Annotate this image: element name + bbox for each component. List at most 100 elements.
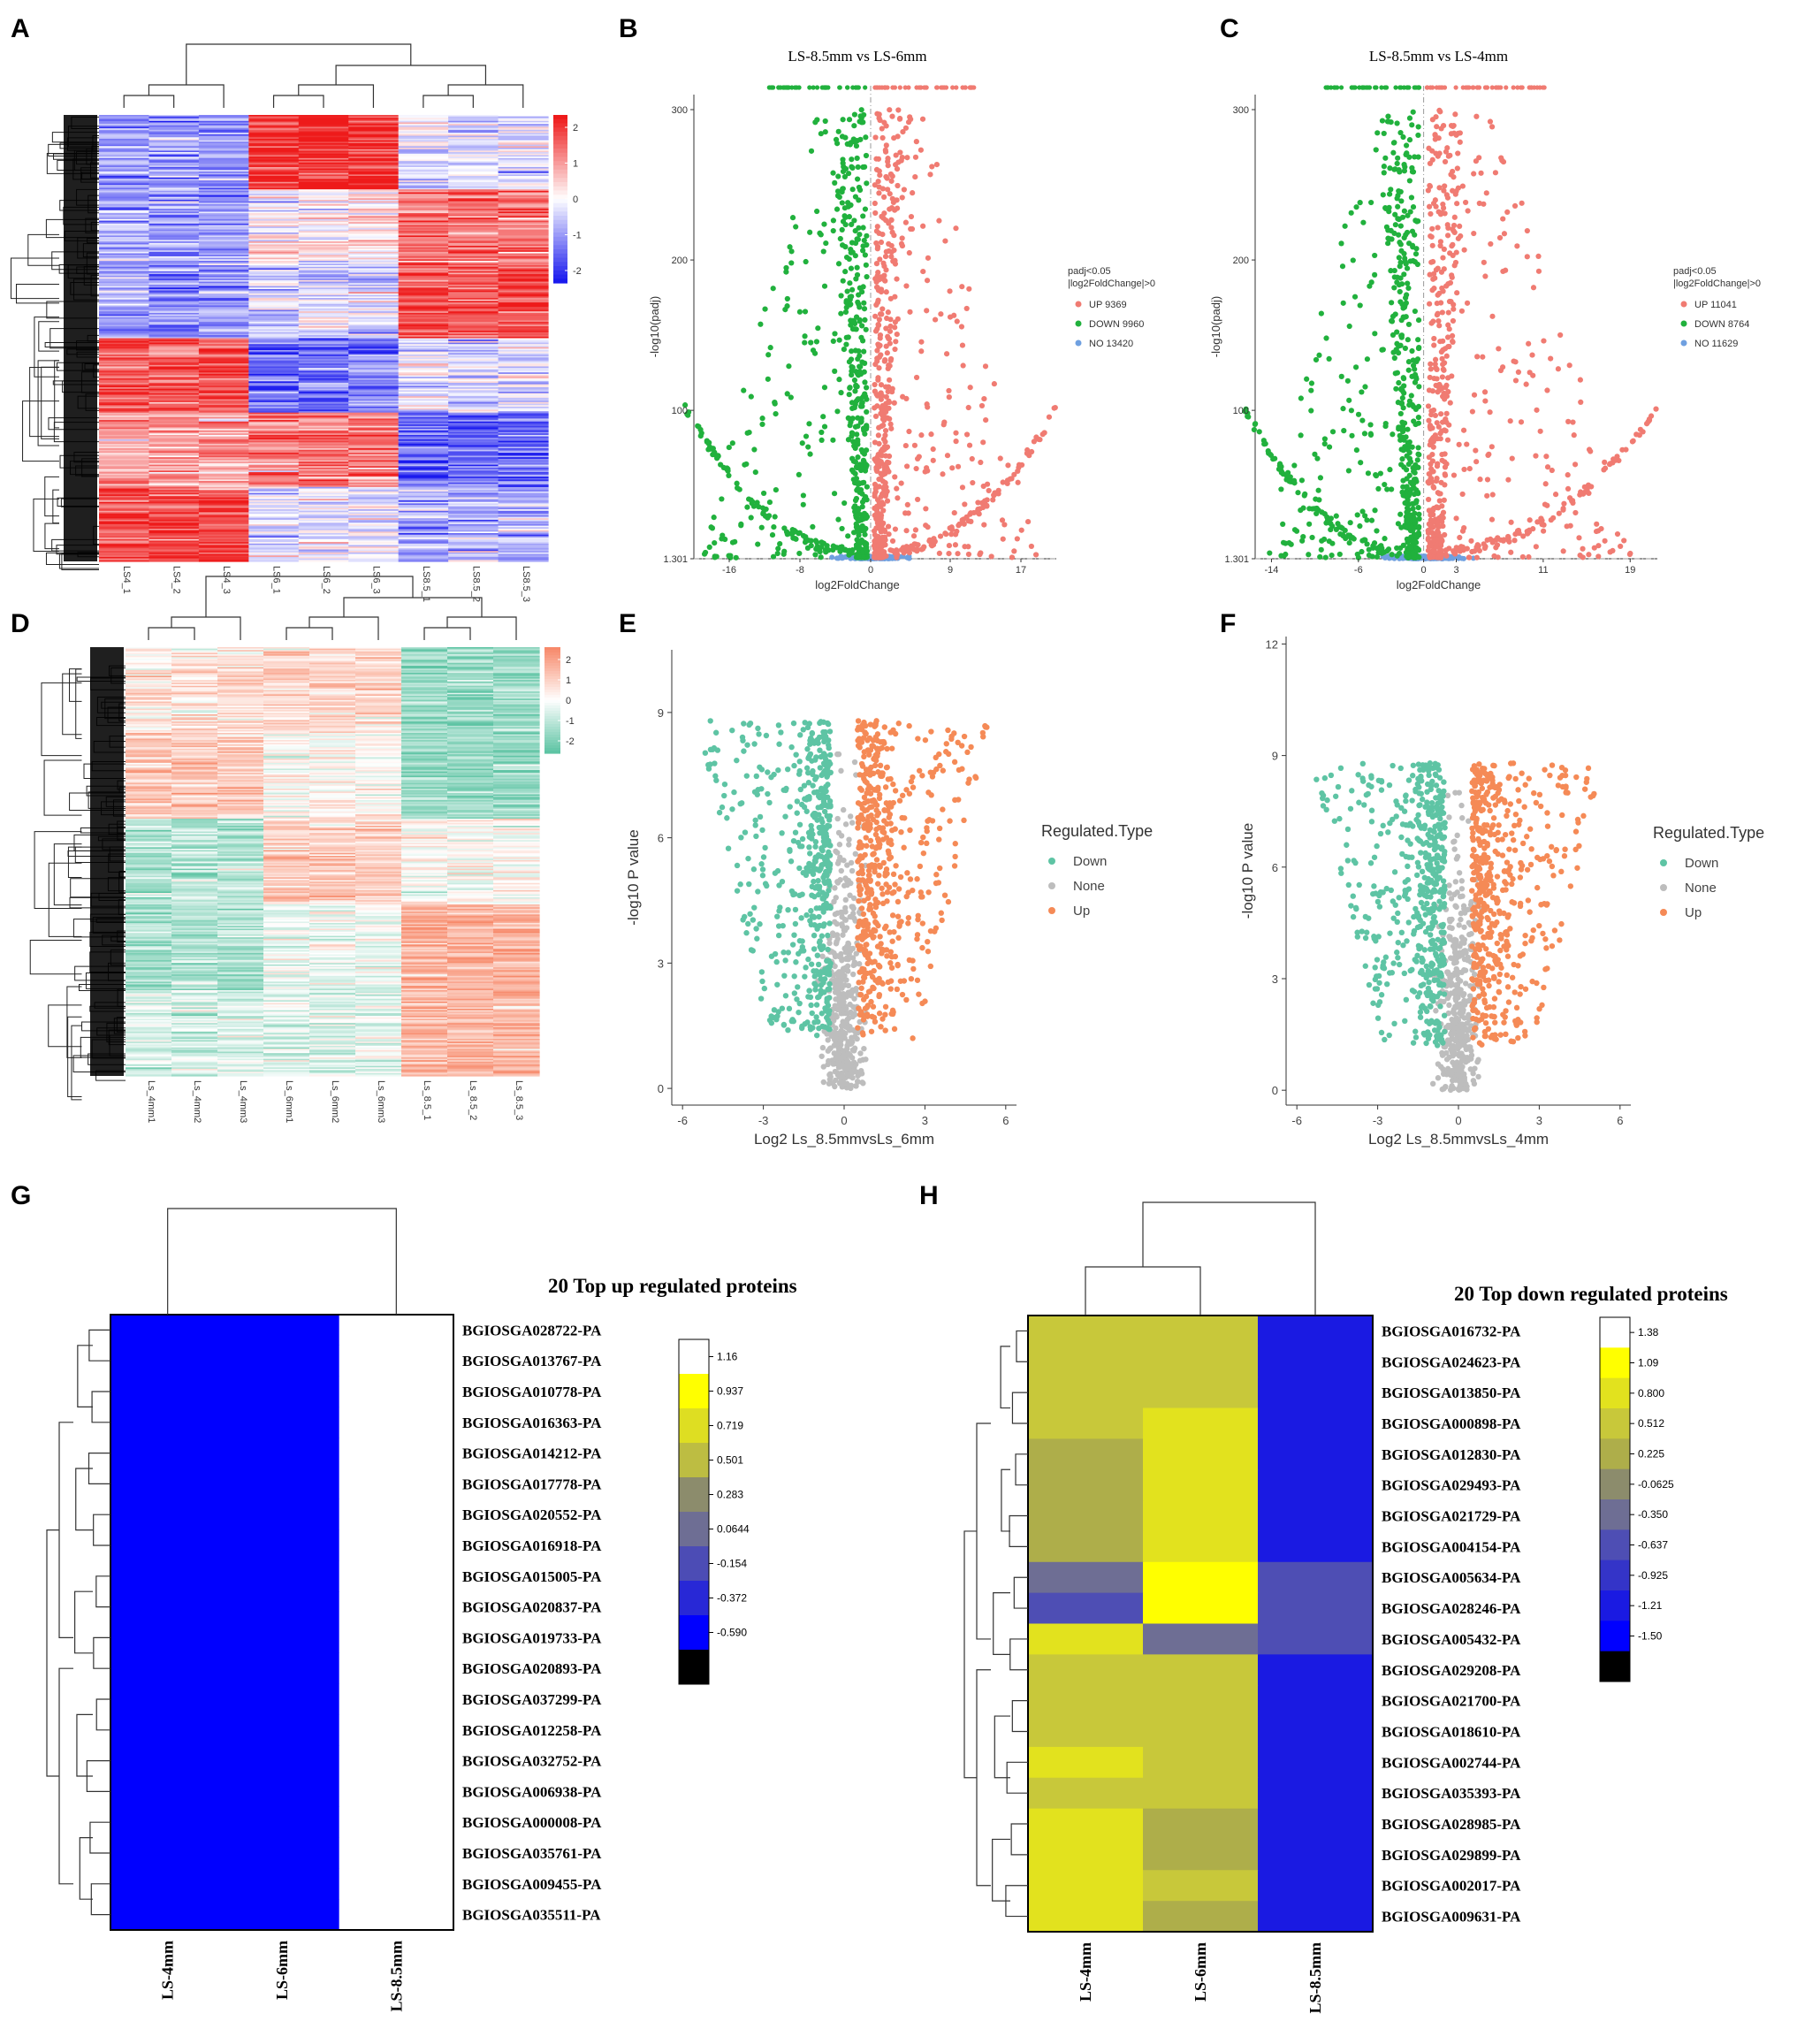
heatmap-cell [498,209,549,211]
heatmap-cell [298,129,349,133]
point-down [819,539,825,545]
point-up [927,172,933,178]
heatmap-cell [298,118,349,120]
heatmap-cell [198,469,249,471]
heatmap-cell [448,340,499,344]
heatmap-cell [99,484,150,486]
point-down [808,543,814,549]
heatmap-cell [448,394,499,397]
heatmap-cell [498,387,549,390]
heatmap-cell [398,393,449,396]
heatmap-cell [148,497,200,500]
heatmap-cell [99,444,150,446]
heatmap-cell [99,119,150,122]
heatmap-cell [198,180,249,183]
point-down [793,224,799,230]
heatmap-cell [448,522,499,525]
heatmap-cell [348,427,400,430]
heatmap-cell [148,555,200,558]
heatmap-cell [298,533,349,536]
heatmap-cell [498,332,549,335]
heatmap-cell [298,287,349,290]
heatmap-cell [148,420,200,423]
point-up [908,213,915,220]
heatmap-cell [198,405,249,408]
point-down [852,347,859,354]
heatmap-cell [298,237,349,240]
colorbar-segment [553,266,567,271]
heatmap-cell [248,238,300,240]
point-down [1387,467,1393,473]
heatmap-cell [298,461,349,464]
heatmap-cell [298,497,349,500]
heatmap-cell [148,223,200,226]
heatmap-cell [248,477,300,479]
point-up [929,543,935,549]
heatmap-cell [198,549,249,552]
heatmap-cell [298,198,349,201]
heatmap-cell [99,290,150,293]
x-tick-label: 9 [948,565,953,576]
heatmap-cell [248,122,300,125]
heatmap-cell [448,497,499,500]
heatmap-cell [398,294,449,297]
heatmap-cell [99,260,150,263]
heatmap-cell [148,179,200,181]
heatmap-cell [398,162,449,165]
heatmap-cell [448,216,499,218]
point-up-capped [922,85,927,90]
point-down [752,469,758,476]
heatmap-cell [148,332,200,335]
point-up [946,387,952,394]
heatmap-cell [298,305,349,308]
point-down [846,117,853,123]
heatmap-cell [398,445,449,447]
heatmap-cell [198,272,249,275]
heatmap-cell [198,168,249,171]
point-down [835,261,842,267]
heatmap-cell [248,211,300,214]
point-up [879,453,885,459]
point-up [876,115,882,121]
heatmap-cell [398,429,449,431]
heatmap-cell [398,229,449,232]
heatmap-cell [448,309,499,312]
heatmap-cell [448,479,499,482]
heatmap-cell [398,543,449,546]
heatmap-cell [498,522,549,525]
heatmap-cell [99,369,150,372]
heatmap-cell [348,170,400,172]
heatmap-cell [398,150,449,153]
heatmap-cell [448,180,499,183]
heatmap-cell [298,146,349,149]
point-down [1381,170,1387,176]
heatmap-cell [298,408,349,410]
heatmap-cell [148,141,200,144]
heatmap-cell [348,469,400,471]
heatmap-cell [198,448,249,451]
heatmap-cell [99,536,150,538]
heatmap-cell [498,192,549,194]
heatmap-cell [448,481,499,484]
heatmap-cell [99,190,150,194]
point-down [1392,222,1398,228]
heatmap-cell [498,187,549,190]
heatmap-cell [248,129,300,133]
heatmap-cell [248,366,300,369]
heatmap-cell [498,141,549,144]
point-up [914,548,920,554]
heatmap-cell [348,555,400,558]
point-up [902,510,909,516]
heatmap-cell [148,251,200,255]
heatmap-cell [498,445,549,447]
heatmap-cell [248,448,300,451]
point-up [877,500,883,507]
point-down [802,309,809,315]
heatmap-cell [398,473,449,476]
heatmap-cell [198,505,249,507]
heatmap-cell [498,551,549,553]
heatmap-cell [198,186,249,189]
point-down [851,326,858,332]
heatmap-cell [498,292,549,294]
heatmap-cell [448,473,499,476]
